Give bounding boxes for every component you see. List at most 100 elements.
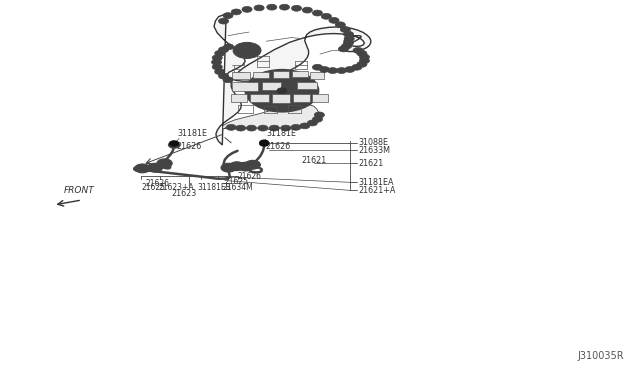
Circle shape xyxy=(136,166,146,171)
Circle shape xyxy=(214,69,225,75)
Circle shape xyxy=(238,162,253,171)
Text: 21625: 21625 xyxy=(141,183,165,192)
Circle shape xyxy=(345,67,355,73)
Circle shape xyxy=(226,125,236,130)
Circle shape xyxy=(134,166,142,171)
Text: 21626: 21626 xyxy=(266,142,291,151)
Circle shape xyxy=(356,61,367,67)
Circle shape xyxy=(236,125,246,131)
Circle shape xyxy=(319,67,330,73)
Circle shape xyxy=(157,161,168,167)
Circle shape xyxy=(344,31,354,37)
Circle shape xyxy=(340,26,351,32)
Text: 31181E: 31181E xyxy=(266,129,296,138)
Bar xyxy=(250,94,269,102)
Circle shape xyxy=(260,141,269,146)
Circle shape xyxy=(307,120,317,126)
Text: 31181EA: 31181EA xyxy=(358,178,394,187)
Circle shape xyxy=(344,36,355,42)
Circle shape xyxy=(221,163,236,172)
Bar xyxy=(273,94,290,103)
Circle shape xyxy=(245,160,260,169)
Circle shape xyxy=(258,125,268,131)
Circle shape xyxy=(135,164,150,173)
Text: 21626: 21626 xyxy=(145,179,170,187)
Circle shape xyxy=(231,9,241,15)
Text: 21621: 21621 xyxy=(301,156,326,165)
Circle shape xyxy=(300,123,310,129)
Circle shape xyxy=(302,7,312,13)
Bar xyxy=(262,82,281,90)
Polygon shape xyxy=(222,104,319,129)
Circle shape xyxy=(223,44,234,50)
Circle shape xyxy=(312,116,323,122)
Circle shape xyxy=(212,64,222,70)
Polygon shape xyxy=(214,14,371,145)
Circle shape xyxy=(352,64,362,70)
Circle shape xyxy=(242,6,252,12)
Text: 21621+A: 21621+A xyxy=(358,186,396,195)
Circle shape xyxy=(254,5,264,11)
Bar xyxy=(292,71,308,77)
Circle shape xyxy=(246,125,257,131)
Circle shape xyxy=(223,13,233,19)
Circle shape xyxy=(291,125,301,130)
Circle shape xyxy=(147,163,163,172)
Circle shape xyxy=(312,10,323,16)
Circle shape xyxy=(314,112,324,118)
Circle shape xyxy=(329,17,339,23)
Circle shape xyxy=(157,159,172,168)
Circle shape xyxy=(150,165,159,170)
Bar xyxy=(273,71,289,78)
Circle shape xyxy=(337,68,347,74)
Bar xyxy=(312,94,328,102)
Text: 21623+A: 21623+A xyxy=(158,183,194,192)
Bar xyxy=(297,81,317,89)
Bar xyxy=(232,82,258,92)
Circle shape xyxy=(277,88,287,94)
Circle shape xyxy=(328,68,338,74)
Text: 31088E: 31088E xyxy=(358,138,388,147)
Bar xyxy=(253,73,269,78)
Circle shape xyxy=(241,164,250,169)
Text: 21621: 21621 xyxy=(358,159,383,168)
Text: 21625: 21625 xyxy=(225,177,249,186)
Circle shape xyxy=(359,58,369,64)
Bar xyxy=(310,73,324,79)
Text: 21626: 21626 xyxy=(176,142,201,151)
Circle shape xyxy=(218,18,228,24)
Circle shape xyxy=(229,162,244,171)
Text: 21633M: 21633M xyxy=(358,145,390,155)
Circle shape xyxy=(281,125,291,131)
Bar xyxy=(293,94,310,102)
Text: 21634M: 21634M xyxy=(222,183,253,192)
Circle shape xyxy=(268,83,296,99)
Circle shape xyxy=(342,43,352,49)
Circle shape xyxy=(269,125,280,131)
Text: 31181E: 31181E xyxy=(178,129,208,138)
Circle shape xyxy=(170,141,179,146)
Circle shape xyxy=(248,162,257,167)
Circle shape xyxy=(211,59,221,65)
Circle shape xyxy=(151,165,161,171)
Circle shape xyxy=(291,5,301,11)
Circle shape xyxy=(143,166,154,171)
Circle shape xyxy=(321,13,332,19)
Circle shape xyxy=(245,70,319,112)
Circle shape xyxy=(344,40,354,46)
Circle shape xyxy=(356,51,367,56)
Circle shape xyxy=(218,47,228,52)
Circle shape xyxy=(339,46,349,52)
Text: J310035R: J310035R xyxy=(578,351,625,361)
Text: FRONT: FRONT xyxy=(63,186,94,195)
Circle shape xyxy=(232,164,241,169)
Circle shape xyxy=(218,73,228,79)
Circle shape xyxy=(335,22,346,28)
Circle shape xyxy=(168,142,180,148)
Circle shape xyxy=(359,54,369,60)
Text: 31181EB: 31181EB xyxy=(197,183,230,192)
Circle shape xyxy=(138,166,147,171)
Circle shape xyxy=(312,64,323,70)
Circle shape xyxy=(353,48,363,53)
Circle shape xyxy=(160,161,169,166)
